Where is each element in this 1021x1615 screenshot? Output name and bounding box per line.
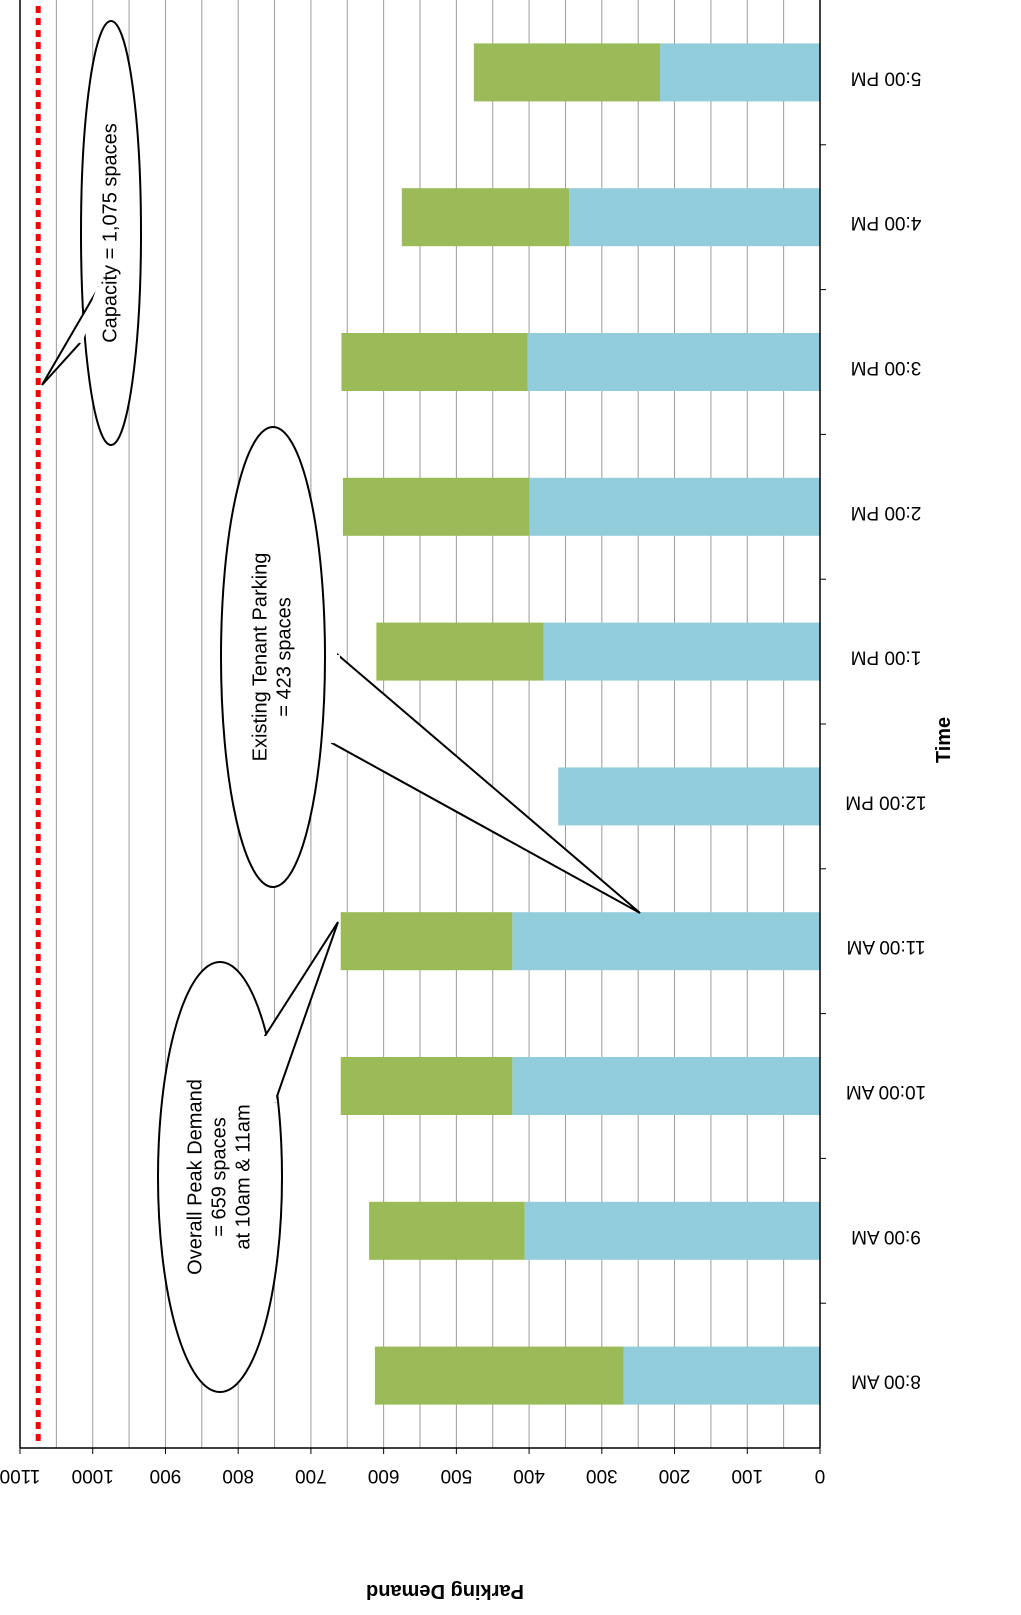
callout-text: Capacity = 1,075 spaces bbox=[99, 123, 121, 343]
x-tick-label: 9:00 AM bbox=[851, 1226, 921, 1247]
x-tick-label: 8:00 AM bbox=[851, 1371, 921, 1392]
x-tick-label: 10:00 AM bbox=[846, 1081, 926, 1102]
y-tick-label: 700 bbox=[295, 1465, 327, 1486]
callout-peak: Overall Peak Demand = 659 spaces at 10am &… bbox=[157, 921, 339, 1393]
callout-seam bbox=[330, 654, 340, 744]
bar-series-2-6 bbox=[342, 477, 530, 536]
x-tick-label: 5:00 PM bbox=[851, 67, 922, 88]
callout-seam bbox=[263, 1035, 277, 1103]
x-tick-label: 2:00 PM bbox=[851, 502, 922, 523]
callout-bubble bbox=[220, 426, 326, 888]
bar-series-1-4 bbox=[558, 767, 820, 826]
y-tick-label: 200 bbox=[659, 1465, 691, 1486]
plot-frame bbox=[19, 0, 826, 1454]
bar-series-2-7 bbox=[341, 333, 528, 391]
callout-text: = 659 spaces bbox=[208, 1117, 230, 1237]
callout-bubble bbox=[80, 20, 142, 446]
bar-series-1-7 bbox=[527, 333, 820, 391]
x-tick-label: 3:00 PM bbox=[851, 357, 922, 378]
x-tick-label: 4:00 PM bbox=[851, 212, 922, 233]
callout-text: = 423 spaces bbox=[273, 597, 295, 717]
bar-series-2-0 bbox=[374, 1346, 624, 1405]
bar-series-1-9 bbox=[660, 43, 820, 102]
bar-series-1-1 bbox=[524, 1201, 820, 1260]
callout-text: Overall Peak Demand bbox=[184, 1079, 206, 1275]
bar-series-1-3 bbox=[512, 912, 820, 971]
bar-series-2-3 bbox=[340, 912, 513, 971]
y-tick-label: 600 bbox=[368, 1465, 400, 1486]
callouts: Capacity = 1,075 spaces Existing Tenant P… bbox=[41, 20, 641, 1393]
bar-series-1-5 bbox=[543, 622, 820, 681]
callout-bubble bbox=[157, 961, 283, 1393]
y-tick-labels: 0 100 200 300 400 500 600 700 800 900 1000 1100 bbox=[0, 1465, 825, 1486]
bar-series-2-5 bbox=[376, 622, 544, 681]
y-tick-label: 500 bbox=[441, 1465, 473, 1486]
x-tick-label: 11:00 AM bbox=[847, 936, 926, 957]
x-axis-title: Time bbox=[933, 717, 955, 763]
callout-pointer bbox=[263, 921, 339, 1103]
bars bbox=[340, 43, 820, 1405]
bar-series-2-1 bbox=[369, 1201, 525, 1260]
bar-series-1-2 bbox=[512, 1057, 820, 1115]
callout-text: Existing Tenant Parking bbox=[249, 553, 271, 762]
x-tick-label: 1:00 PM bbox=[851, 647, 922, 668]
bar-series-2-2 bbox=[340, 1057, 513, 1115]
y-tick-label: 1100 bbox=[0, 1465, 40, 1486]
x-tick-labels: 8:00 AM 9:00 AM 10:00 AM 11:00 AM 12:00 PM 1:… bbox=[845, 67, 926, 1391]
callout-capacity: Capacity = 1,075 spaces bbox=[41, 20, 142, 446]
y-tick-label: 900 bbox=[150, 1465, 182, 1486]
x-tick-label: 12:00 PM bbox=[845, 791, 926, 812]
y-tick-label: 100 bbox=[731, 1465, 763, 1486]
callout-seam bbox=[78, 286, 101, 344]
y-tick-label: 300 bbox=[586, 1465, 618, 1486]
y-tick-label: 1000 bbox=[72, 1465, 114, 1486]
y-tick-label: 0 bbox=[815, 1465, 826, 1486]
bar-series-2-8 bbox=[401, 188, 570, 247]
bar-series-1-0 bbox=[623, 1346, 820, 1405]
bar-series-1-6 bbox=[529, 477, 820, 536]
bar-series-2-9 bbox=[473, 43, 660, 102]
callout-text: at 10am & 11am bbox=[232, 1104, 254, 1249]
y-tick-label: 400 bbox=[513, 1465, 545, 1486]
y-axis-title: Parking Demand bbox=[366, 1580, 524, 1602]
bar-series-1-8 bbox=[569, 188, 820, 247]
callout-tenant: Existing Tenant Parking = 423 spaces bbox=[220, 426, 641, 914]
y-tick-label: 800 bbox=[222, 1465, 254, 1486]
